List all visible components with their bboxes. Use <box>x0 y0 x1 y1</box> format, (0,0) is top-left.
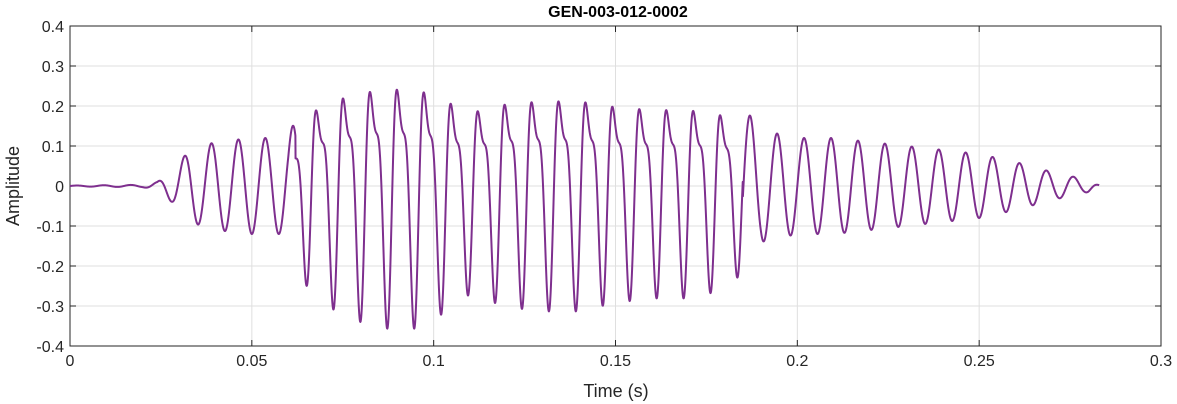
x-axis-label: Time (s) <box>583 381 648 401</box>
x-ticks: 0 0.05 0.1 0.15 0.2 0.25 0.3 <box>66 26 1172 370</box>
y-tick-label: 0.3 <box>42 59 64 76</box>
x-tick-label: 0 <box>66 353 75 370</box>
y-tick-label: 0.2 <box>42 99 64 116</box>
y-axis-label: Amplitude <box>3 146 23 226</box>
x-tick-label: 0.05 <box>236 353 267 370</box>
y-tick-label: 0.4 <box>42 19 64 36</box>
x-tick-label: 0.15 <box>600 353 631 370</box>
grid-lines <box>70 26 1161 346</box>
x-tick-label: 0.1 <box>423 353 445 370</box>
y-tick-label: 0.1 <box>42 139 64 156</box>
chart-title: GEN-003-012-0002 <box>548 4 688 21</box>
y-tick-label: 0 <box>55 179 64 196</box>
x-tick-label: 0.3 <box>1150 353 1172 370</box>
signal-line <box>69 88 1101 330</box>
y-tick-label: -0.1 <box>36 219 64 236</box>
y-tick-label: -0.4 <box>36 339 64 356</box>
y-tick-label: -0.2 <box>36 259 64 276</box>
y-tick-label: -0.3 <box>36 299 64 316</box>
y-ticks: -0.4 -0.3 -0.2 -0.1 0 0.1 0.2 0.3 0.4 <box>36 19 1161 356</box>
x-tick-label: 0.2 <box>786 353 808 370</box>
x-tick-label: 0.25 <box>964 353 995 370</box>
